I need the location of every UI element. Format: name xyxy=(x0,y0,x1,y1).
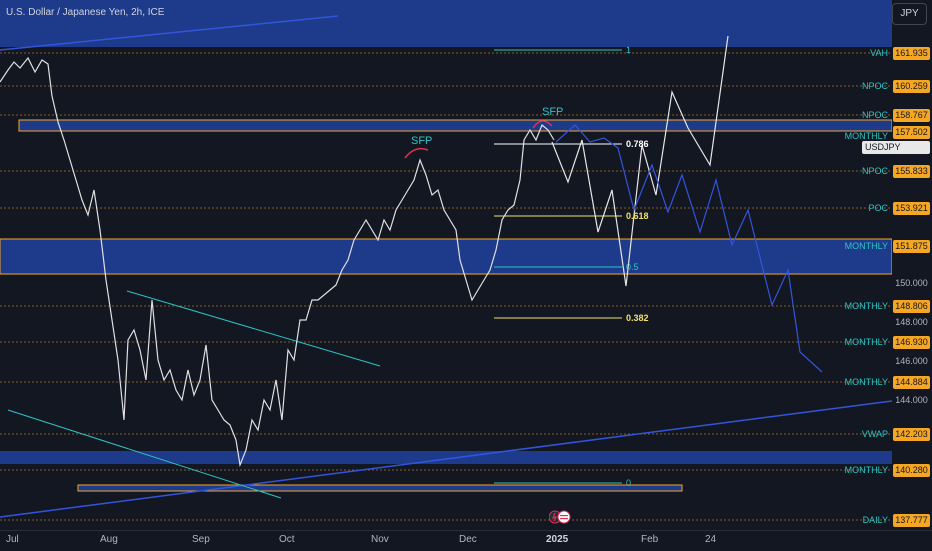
price-tick: 144.000 xyxy=(895,395,928,405)
price-label: 153.921 xyxy=(893,202,930,215)
level-tag: POC xyxy=(868,203,888,213)
time-label: Sep xyxy=(192,534,210,545)
fib-label-0: 0 xyxy=(626,478,632,488)
time-label: Feb xyxy=(641,534,659,545)
level-tag: NPOC xyxy=(861,166,888,176)
time-label: Jul xyxy=(6,534,19,545)
price-label: 137.777 xyxy=(893,514,930,527)
low-zone xyxy=(0,451,892,464)
price-label: 146.930 xyxy=(893,336,930,349)
level-tag: VAH xyxy=(870,48,888,58)
chart-title: U.S. Dollar / Japanese Yen, 2h, ICE xyxy=(6,7,165,18)
time-label: Oct xyxy=(279,534,295,545)
time-label: 24 xyxy=(705,534,717,545)
time-label: Nov xyxy=(371,534,389,545)
top-zone xyxy=(0,0,892,47)
price-label: 148.806 xyxy=(893,300,930,313)
price-tick: 148.000 xyxy=(895,317,928,327)
fib-label-0618: 0.618 xyxy=(626,211,649,221)
level-tag: MONTHLY xyxy=(844,337,888,347)
level-tag: NPOC xyxy=(861,81,888,91)
price-label: 144.884 xyxy=(893,376,930,389)
fib-label-0786: 0.786 xyxy=(626,139,649,149)
level-tag: MONTHLY xyxy=(844,301,888,311)
time-axis[interactable] xyxy=(0,530,932,551)
fib-label-1: 1 xyxy=(626,45,632,55)
price-series xyxy=(0,56,555,468)
news-event-icon[interactable] xyxy=(549,510,571,524)
projection-white xyxy=(551,35,729,287)
price-label: 142.203 xyxy=(893,428,930,441)
fib-zero-zone xyxy=(77,484,683,492)
symbol-name: USDJPY xyxy=(865,142,901,152)
sfp-label-left: SFP xyxy=(411,135,433,147)
level-tag: MONTHLY xyxy=(844,241,888,251)
price-tick: 150.000 xyxy=(895,278,928,288)
sfp-arc-right xyxy=(532,120,553,129)
fib-label-05: 0.5 xyxy=(626,262,639,272)
currency-button[interactable]: JPY xyxy=(892,3,927,25)
price-label: 158.767 xyxy=(893,109,930,122)
time-label: 2025 xyxy=(546,534,569,545)
price-label: 161.935 xyxy=(893,47,930,60)
symbol-price-label: USDJPY 157.102 xyxy=(862,141,930,165)
price-label: 140.280 xyxy=(893,464,930,477)
level-tag: NPOC xyxy=(861,110,888,120)
level-tag: MONTHLY xyxy=(844,131,888,141)
teal-line-upper xyxy=(126,290,381,367)
price-label: 157.502 xyxy=(893,126,930,139)
price-tick: 146.000 xyxy=(895,356,928,366)
fib-label-0382: 0.382 xyxy=(626,313,649,323)
level-tag: MONTHLY xyxy=(844,465,888,475)
level-tag: DAILY xyxy=(862,515,888,525)
price-label: 151.875 xyxy=(893,240,930,253)
level-tag: VWAP xyxy=(861,429,888,439)
time-label: Dec xyxy=(459,534,477,545)
sfp-arc-left xyxy=(404,147,429,159)
supply-zone xyxy=(18,119,893,132)
price-label: 160.259 xyxy=(893,80,930,93)
time-label: Aug xyxy=(100,534,118,545)
trendline-top xyxy=(0,15,339,51)
sfp-label-right: SFP xyxy=(542,106,564,118)
demand-zone xyxy=(0,238,893,275)
projection-blue xyxy=(555,124,823,373)
teal-line-lower xyxy=(7,409,282,499)
symbol-price: 157.102 xyxy=(862,155,895,165)
price-label: 155.833 xyxy=(893,165,930,178)
trendline-bottom xyxy=(0,400,893,518)
level-tag: MONTHLY xyxy=(844,377,888,387)
